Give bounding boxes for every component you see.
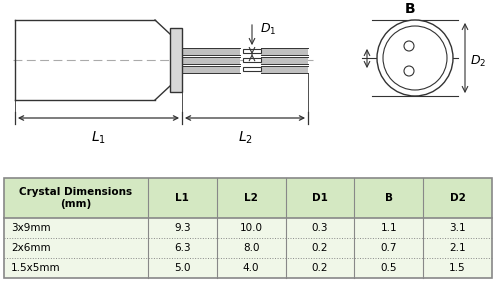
Bar bbox=[261, 57, 308, 64]
Bar bbox=[4, 238, 492, 258]
Bar bbox=[4, 178, 492, 278]
Bar bbox=[4, 218, 492, 238]
Circle shape bbox=[404, 41, 414, 51]
Text: 3x9mm: 3x9mm bbox=[11, 223, 51, 233]
Bar bbox=[182, 48, 240, 54]
Text: 1.5x5mm: 1.5x5mm bbox=[11, 263, 61, 273]
Bar bbox=[4, 258, 492, 278]
Text: $D_2$: $D_2$ bbox=[470, 54, 486, 69]
Text: 0.7: 0.7 bbox=[380, 243, 397, 253]
Circle shape bbox=[404, 66, 414, 76]
Text: 4.0: 4.0 bbox=[243, 263, 259, 273]
Bar bbox=[4, 178, 492, 218]
Text: 5.0: 5.0 bbox=[174, 263, 190, 273]
Text: B: B bbox=[405, 2, 415, 16]
Text: D2: D2 bbox=[450, 193, 466, 203]
Bar bbox=[243, 49, 261, 53]
Text: 3.1: 3.1 bbox=[449, 223, 466, 233]
Text: 8.0: 8.0 bbox=[243, 243, 259, 253]
Text: 2x6mm: 2x6mm bbox=[11, 243, 51, 253]
Text: 9.3: 9.3 bbox=[174, 223, 190, 233]
Text: 2.1: 2.1 bbox=[449, 243, 466, 253]
Bar bbox=[261, 66, 308, 73]
Bar bbox=[182, 57, 240, 64]
Bar bbox=[182, 66, 240, 73]
Text: 0.5: 0.5 bbox=[380, 263, 397, 273]
Text: L1: L1 bbox=[176, 193, 189, 203]
Text: $L_1$: $L_1$ bbox=[91, 130, 106, 146]
Text: 10.0: 10.0 bbox=[240, 223, 263, 233]
Circle shape bbox=[377, 20, 453, 96]
Bar bbox=[170, 28, 182, 92]
Text: 6.3: 6.3 bbox=[174, 243, 190, 253]
Text: $D_1$: $D_1$ bbox=[260, 22, 276, 37]
Text: L2: L2 bbox=[244, 193, 258, 203]
Text: Crystal Dimensions
(mm): Crystal Dimensions (mm) bbox=[19, 187, 132, 209]
Text: B: B bbox=[385, 193, 393, 203]
Text: D1: D1 bbox=[312, 193, 328, 203]
Circle shape bbox=[383, 26, 447, 90]
Text: 0.3: 0.3 bbox=[311, 223, 328, 233]
Bar bbox=[243, 58, 261, 62]
Text: 1.1: 1.1 bbox=[380, 223, 397, 233]
Text: 1.5: 1.5 bbox=[449, 263, 466, 273]
Bar bbox=[243, 67, 261, 71]
Text: 0.2: 0.2 bbox=[311, 263, 328, 273]
Text: $L_2$: $L_2$ bbox=[238, 130, 252, 146]
Text: 0.2: 0.2 bbox=[311, 243, 328, 253]
Bar bbox=[261, 48, 308, 54]
